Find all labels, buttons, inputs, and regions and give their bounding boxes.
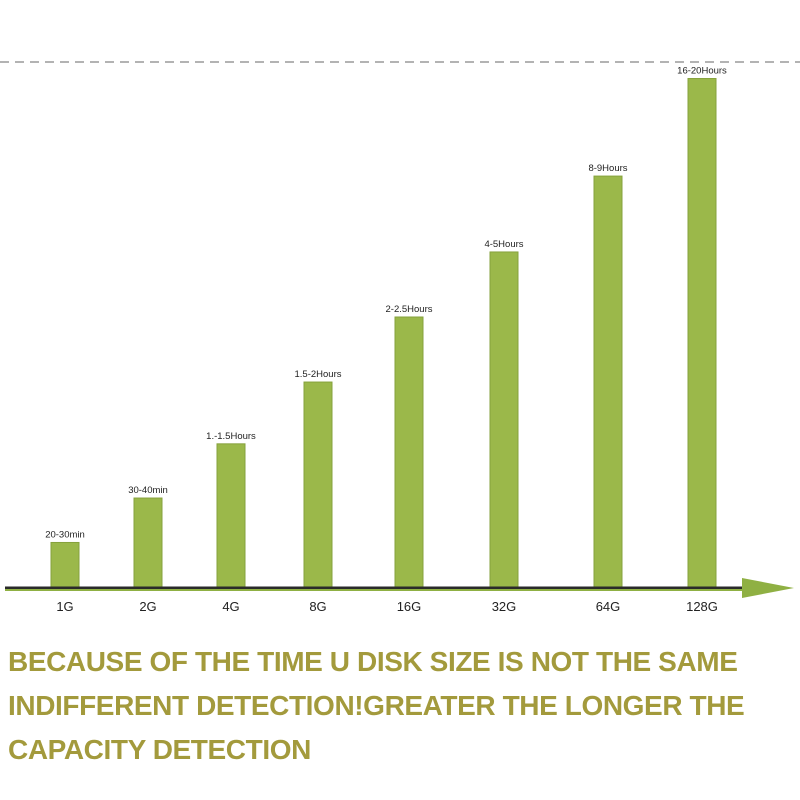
bar-16G — [394, 316, 424, 589]
x-tick-128G: 128G — [686, 599, 718, 614]
bar-4G — [216, 443, 246, 589]
x-tick-16G: 16G — [397, 599, 422, 614]
x-axis: 1G 2G 4G 8G 16G 32G 64G 128G — [5, 578, 794, 614]
bars-layer: 20-30min 30-40min 1.-1.5Hours 1.5-2Hours 2-2… — [45, 66, 727, 589]
bar-8G — [303, 381, 333, 589]
x-tick-64G: 64G — [596, 599, 621, 614]
caption: BECAUSE OF THE TIME U DISK SIZE IS NOT T… — [8, 640, 798, 772]
x-tick-1G: 1G — [56, 599, 73, 614]
bar-64G — [593, 175, 623, 589]
bar-2G — [133, 497, 163, 589]
x-tick-4G: 4G — [222, 599, 239, 614]
caption-line-1: BECAUSE OF THE TIME U DISK SIZE IS NOT T… — [8, 646, 738, 677]
bar-1G — [50, 541, 80, 589]
data-label-16G: 2-2.5Hours — [386, 304, 433, 315]
bar-32G — [489, 251, 519, 589]
x-axis-arrowhead — [742, 578, 794, 598]
x-tick-32G: 32G — [492, 599, 517, 614]
data-label-64G: 8-9Hours — [588, 163, 627, 174]
x-tick-2G: 2G — [139, 599, 156, 614]
data-label-8G: 1.5-2Hours — [295, 369, 342, 380]
bar-128G — [687, 78, 717, 589]
data-label-32G: 4-5Hours — [484, 239, 523, 250]
caption-line-2: INDIFFERENT DETECTION!GREATER THE LONGER… — [8, 690, 745, 721]
data-label-4G: 1.-1.5Hours — [206, 431, 256, 442]
data-label-2G: 30-40min — [128, 485, 168, 496]
x-tick-8G: 8G — [309, 599, 326, 614]
data-label-1G: 20-30min — [45, 529, 85, 540]
data-label-128G: 16-20Hours — [677, 66, 727, 77]
caption-line-3: CAPACITY DETECTION — [8, 734, 311, 765]
